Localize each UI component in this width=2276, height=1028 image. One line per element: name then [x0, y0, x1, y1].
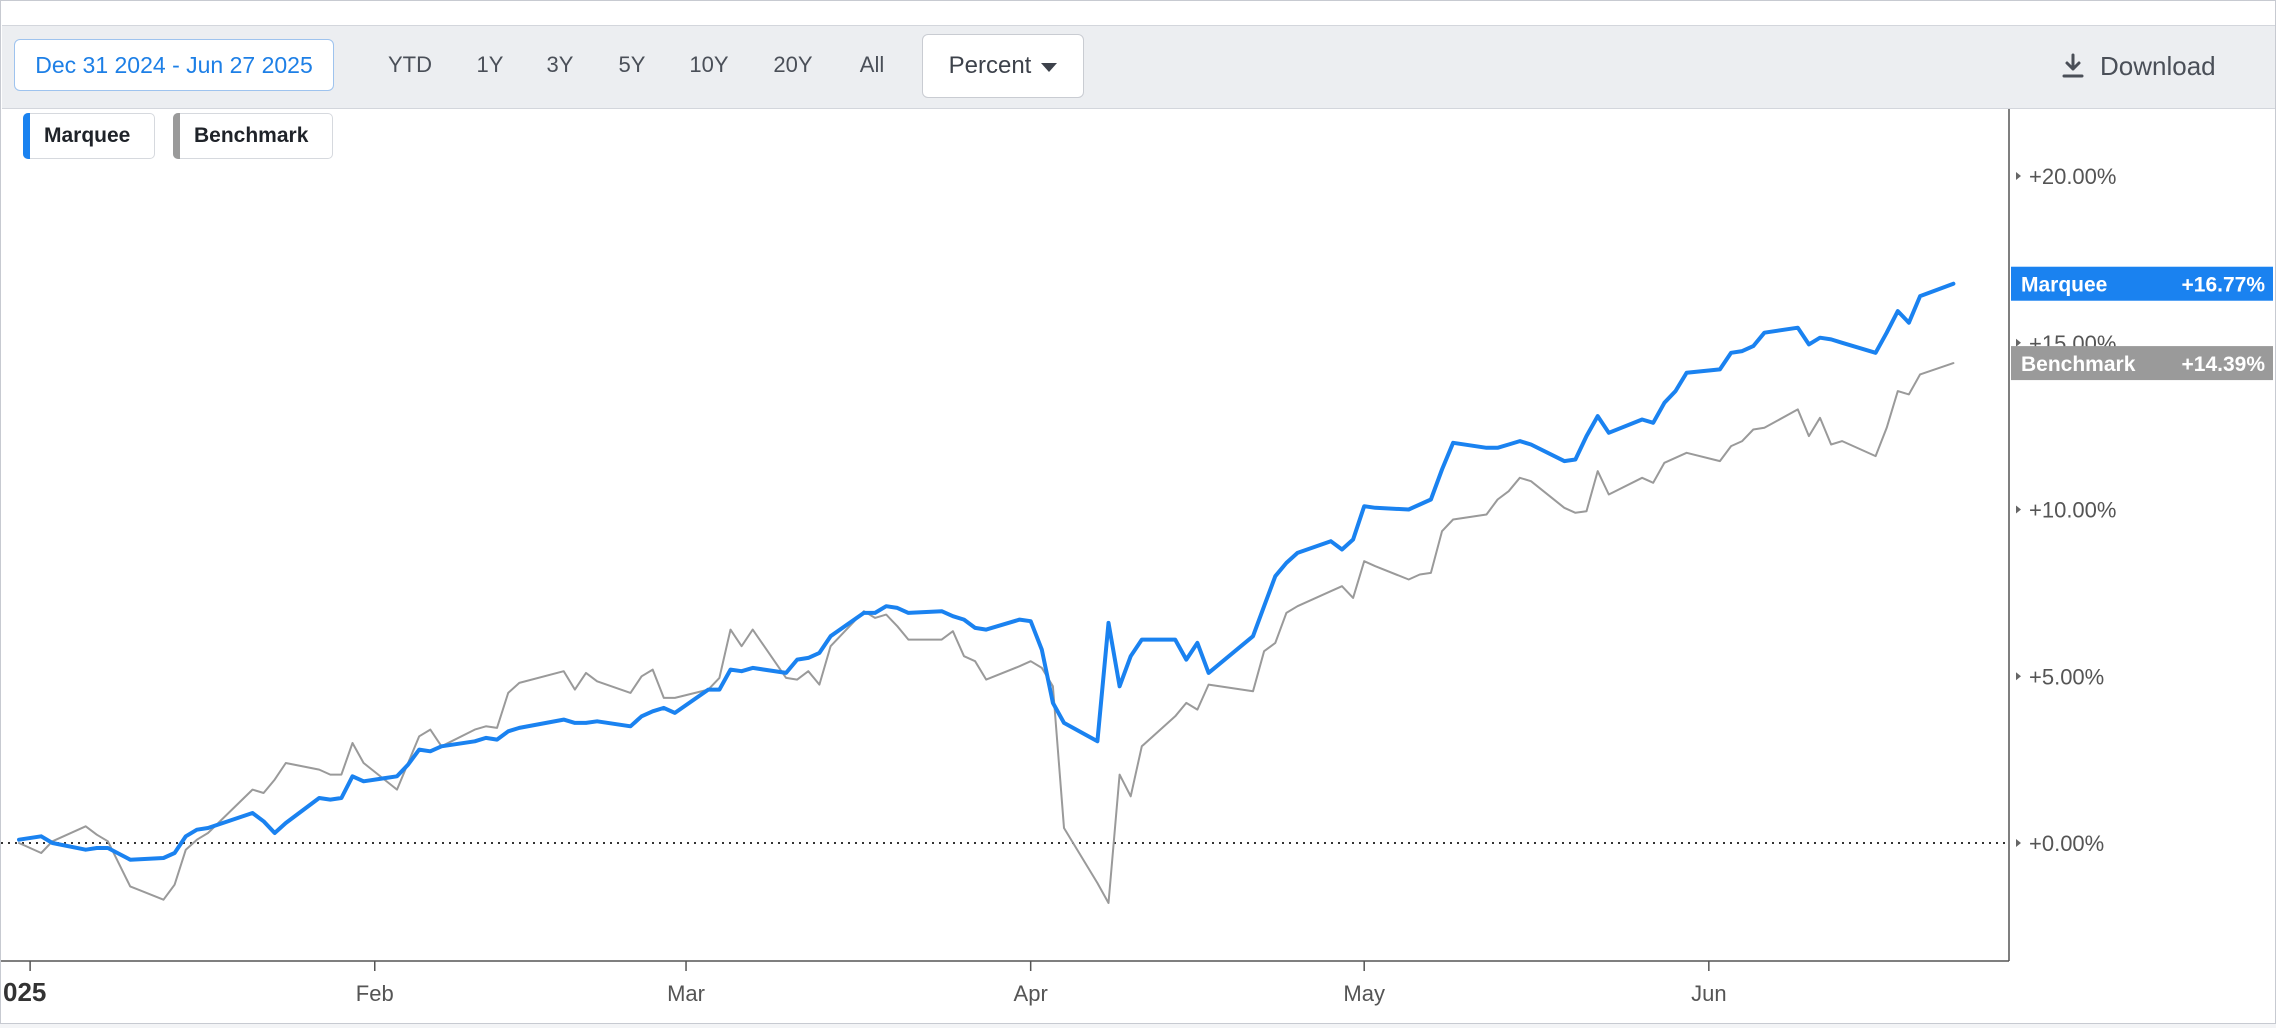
chart-toolbar: Dec 31 2024 - Jun 27 2025 YTD 1Y 3Y 5Y 1… [2, 25, 2275, 109]
series-line-benchmark[interactable] [18, 362, 1955, 904]
x-tick-label: Feb [356, 981, 394, 1006]
display-mode-label: Percent [948, 52, 1032, 79]
x-tick-label: Jun [1691, 981, 1726, 1006]
legend-label: Benchmark [194, 124, 309, 147]
y-tick [2016, 672, 2021, 681]
y-tick [2016, 338, 2021, 347]
series-line-marquee[interactable] [17, 281, 1956, 862]
y-tick-label: +10.00% [2029, 498, 2116, 523]
period-20y-button[interactable]: 20Y [773, 52, 813, 77]
last-value-series-name: Marquee [2021, 274, 2107, 297]
x-tick-label: 025 [3, 977, 46, 1007]
period-3y-button[interactable]: 3Y [546, 52, 574, 77]
legend-item-benchmark[interactable]: Benchmark [173, 113, 333, 159]
period-all-button[interactable]: All [859, 52, 885, 77]
legend-item-marquee[interactable]: Marquee [23, 113, 155, 159]
date-range-button[interactable]: Dec 31 2024 - Jun 27 2025 [14, 39, 334, 91]
last-value-tag-benchmark [2011, 346, 2273, 381]
x-tick-label: Mar [667, 981, 705, 1006]
period-5y-button[interactable]: 5Y [618, 52, 646, 77]
last-value-label: +16.77% [2182, 274, 2266, 297]
period-10y-button[interactable]: 10Y [689, 52, 729, 77]
y-tick [2016, 505, 2021, 514]
x-tick-label: Apr [1014, 981, 1048, 1006]
y-tick-label: +5.00% [2029, 664, 2104, 689]
display-mode-dropdown[interactable]: Percent [922, 34, 1084, 98]
chevron-down-icon [1041, 63, 1058, 72]
y-tick-label: +0.00% [2029, 831, 2104, 856]
download-label: Download [2100, 50, 2216, 81]
last-value-tag-marquee [2011, 266, 2273, 301]
y-tick [2016, 839, 2021, 847]
period-1y-button[interactable]: 1Y [476, 52, 504, 77]
legend-color-swatch [23, 113, 30, 159]
download-button[interactable]: Download [2062, 36, 2216, 96]
period-ytd-button[interactable]: YTD [388, 52, 432, 77]
x-tick-label: May [1343, 981, 1385, 1006]
download-icon [2062, 53, 2084, 78]
legend-label: Marquee [44, 124, 131, 147]
last-value-label: +14.39% [2182, 353, 2266, 376]
y-tick [2016, 172, 2021, 180]
y-tick-label: +20.00% [2029, 164, 2116, 189]
legend-color-swatch [173, 113, 180, 159]
last-value-series-name: Benchmark [2021, 353, 2136, 376]
